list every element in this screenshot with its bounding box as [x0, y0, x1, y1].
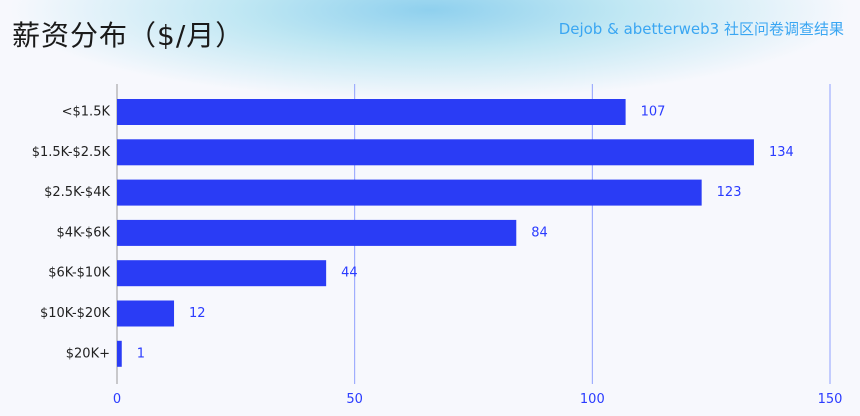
value-label: 44	[341, 266, 358, 281]
category-label: $4K-$6K	[57, 225, 111, 240]
x-tick-label: 50	[346, 392, 363, 407]
value-label: 107	[641, 105, 666, 120]
page-title: 薪资分布（$/月）	[12, 19, 245, 52]
value-label: 123	[717, 185, 742, 200]
category-label: <$1.5K	[62, 105, 111, 120]
value-label: 84	[531, 225, 548, 240]
bar	[117, 179, 702, 206]
bar	[117, 219, 517, 246]
x-tick-label: 0	[113, 392, 121, 407]
category-label: $1.5K-$2.5K	[32, 145, 111, 160]
category-label: $2.5K-$4K	[44, 185, 110, 200]
bar	[117, 340, 122, 367]
bar	[117, 139, 754, 166]
bar	[117, 300, 175, 327]
bar	[117, 260, 327, 287]
category-label: $6K-$10K	[48, 266, 110, 281]
value-label: 12	[189, 306, 206, 321]
bar	[117, 99, 626, 125]
category-label: $10K-$20K	[40, 306, 110, 321]
category-label: $20K+	[66, 346, 110, 361]
x-tick-label: 150	[818, 392, 843, 407]
x-tick-label: 100	[580, 392, 605, 407]
value-label: 1	[137, 346, 145, 361]
source-note: Dejob & abetterweb3 社区问卷调查结果	[558, 20, 844, 38]
value-label: 134	[769, 145, 794, 160]
